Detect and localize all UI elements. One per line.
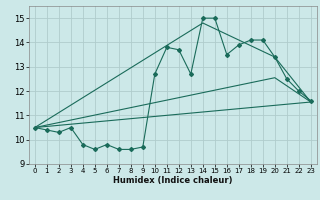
X-axis label: Humidex (Indice chaleur): Humidex (Indice chaleur) [113,176,233,185]
